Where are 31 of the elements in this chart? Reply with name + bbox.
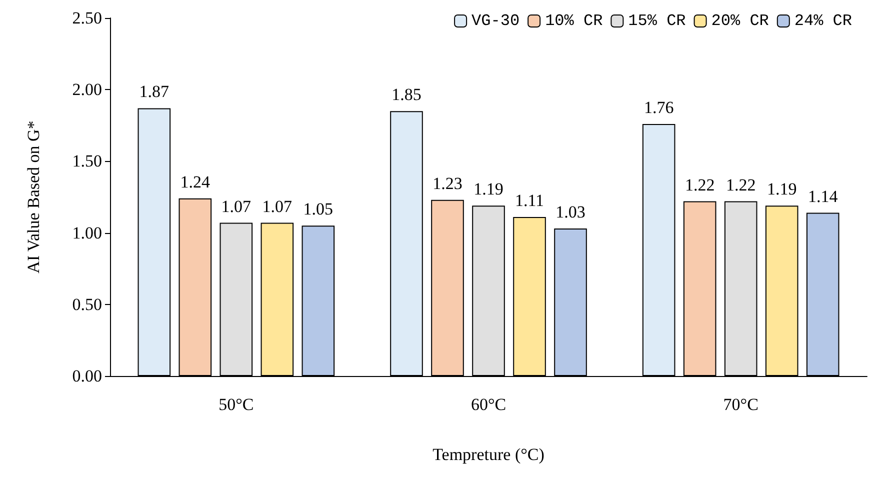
y-tick-label: 0.00 — [72, 366, 102, 386]
legend-label: 24% CR — [794, 12, 852, 30]
y-tick-label: 1.50 — [72, 152, 102, 171]
y-axis-title: AI Value Based on G* — [24, 120, 43, 274]
legend-label: 10% CR — [545, 12, 604, 30]
y-tick-label: 0.50 — [72, 294, 102, 314]
data-label: 1.19 — [474, 180, 504, 199]
data-label: 1.19 — [766, 180, 797, 199]
data-label: 1.85 — [392, 85, 422, 104]
data-label: 1.11 — [514, 191, 544, 210]
data-label: 1.14 — [808, 186, 838, 206]
y-tick-label: 1.00 — [72, 223, 102, 242]
data-label: 1.05 — [303, 200, 334, 219]
data-label: 1.03 — [556, 202, 586, 222]
data-label: 1.22 — [684, 175, 715, 194]
x-axis-title: Tempreture (°C) — [432, 445, 544, 464]
data-label: 1.07 — [221, 196, 252, 216]
data-label: 1.76 — [644, 98, 674, 117]
data-label: 1.22 — [726, 175, 756, 194]
data-label: 1.24 — [180, 172, 211, 192]
legend-label: 20% CR — [711, 12, 770, 30]
y-tick-label: 2.00 — [72, 80, 102, 100]
data-label: 1.07 — [262, 196, 293, 216]
y-tick-label: 2.50 — [72, 8, 102, 28]
legend-label: 15% CR — [628, 12, 686, 30]
x-tick-label: 50°C — [218, 395, 254, 414]
data-label: 1.23 — [432, 174, 462, 193]
x-tick-label: 60°C — [470, 395, 506, 414]
x-tick-label: 70°C — [723, 395, 758, 414]
legend-label: VG-30 — [472, 12, 520, 30]
data-label: 1.87 — [139, 82, 170, 102]
